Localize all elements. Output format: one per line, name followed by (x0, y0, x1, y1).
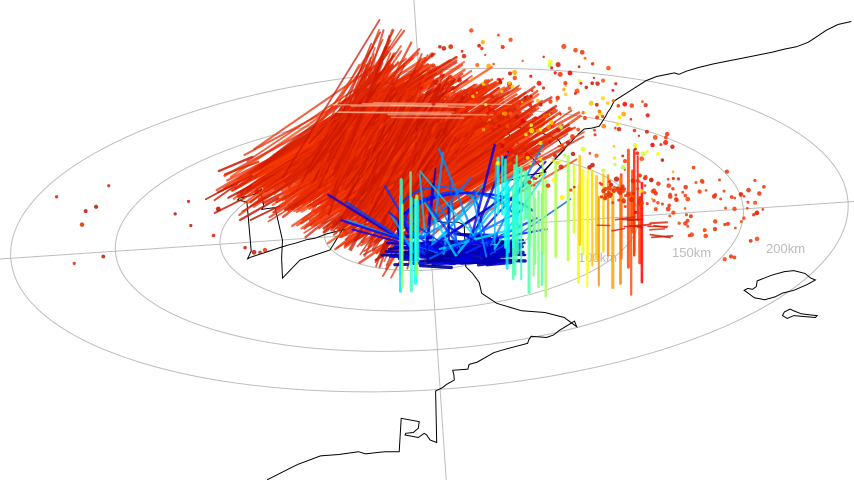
svg-text:150km: 150km (672, 245, 711, 260)
svg-text:200km: 200km (766, 241, 805, 256)
